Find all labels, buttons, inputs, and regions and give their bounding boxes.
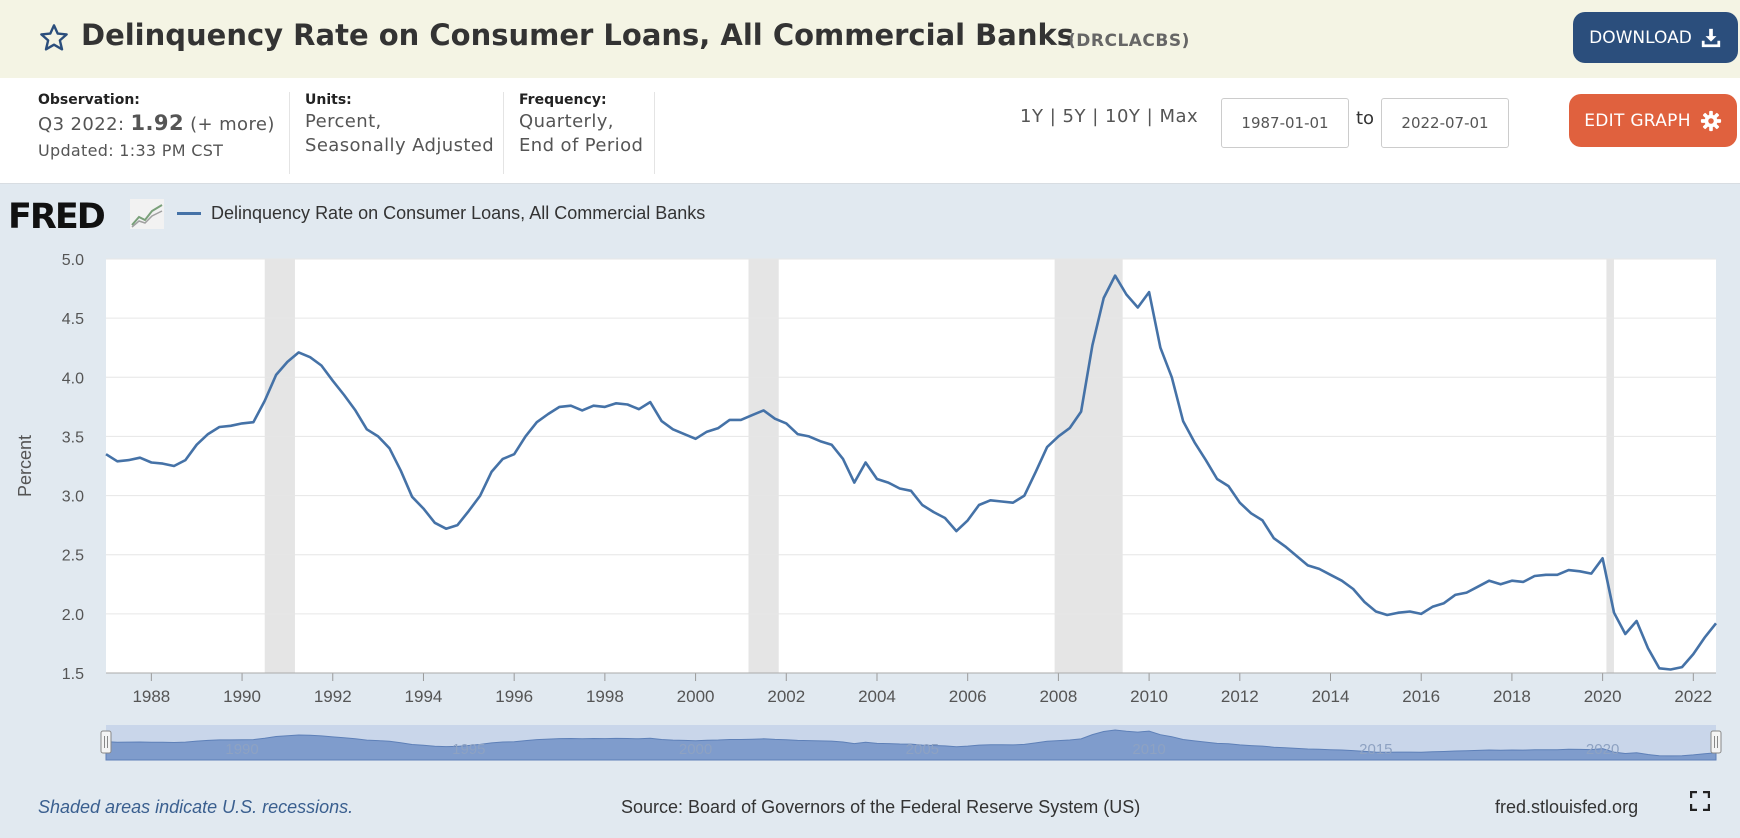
download-button[interactable]: DOWNLOAD [1573,12,1738,63]
navigator-right-handle[interactable] [1710,730,1722,754]
navigator-tick-label: 2010 [1132,741,1165,758]
x-tick-label: 2000 [677,687,715,706]
x-tick-label: 1992 [314,687,352,706]
observation-label: Observation: [38,92,140,108]
info-bar: Observation: Q3 2022: 1.92 (+ more) Upda… [0,78,1740,184]
x-tick-label: 2010 [1130,687,1168,706]
recession-note: Shaded areas indicate U.S. recessions. [38,797,354,817]
series-line[interactable] [105,274,1718,671]
x-tick-label: 2014 [1312,687,1350,706]
x-tick-label: 2020 [1584,687,1622,706]
navigator-tick-label: 2005 [906,741,939,758]
observation-block: Observation: Q3 2022: 1.92 (+ more) Upda… [38,92,275,160]
observation-value: 1.92 [130,111,184,135]
range-link-1y[interactable]: 1Y [1020,106,1044,127]
x-tick-label: 1998 [586,687,624,706]
observation-more-link[interactable]: (+ more) [190,114,275,135]
x-tick-label: 2004 [858,687,896,706]
fullscreen-icon[interactable] [1690,791,1710,811]
download-label: DOWNLOAD [1589,27,1692,48]
x-tick-label: 1988 [132,687,170,706]
navigator-tick-label: 1990 [225,741,258,758]
fred-chart-logo-icon [130,199,164,229]
start-date-input[interactable]: 1987-01-01 [1221,98,1349,148]
y-tick-label: 4.0 [62,370,84,387]
download-icon [1701,28,1720,47]
range-separator: | [1049,106,1057,127]
y-tick-label: 2.0 [62,607,84,624]
recession-shade [264,259,295,673]
y-tick-label: 4.5 [62,311,84,328]
to-label: to [1356,108,1375,129]
y-tick-label: 3.0 [62,489,84,506]
range-link-max[interactable]: Max [1159,106,1199,127]
fred-logo[interactable]: FRED [8,197,106,237]
star-icon[interactable] [38,22,70,54]
range-links: 1Y | 5Y | 10Y | Max [1020,106,1198,127]
x-tick-label: 2002 [767,687,805,706]
range-link-10y[interactable]: 10Y [1105,106,1141,127]
y-axis-label: Percent [15,435,35,497]
navigator-tick-label: 2020 [1586,741,1619,758]
edit-graph-button[interactable]: EDIT GRAPH [1569,94,1737,147]
divider [503,92,504,174]
recession-shade [1054,259,1123,673]
observation-period: Q3 2022: [38,114,125,135]
legend-swatch [177,212,201,215]
observation-line: Q3 2022: 1.92 (+ more) [38,111,275,135]
frequency-label: Frequency: [519,92,607,108]
page-header: Delinquency Rate on Consumer Loans, All … [0,0,1740,78]
x-tick-label: 2006 [949,687,987,706]
navigator-tick-label: 2000 [679,741,712,758]
navigator-series-area [105,729,1717,761]
navigator-tick-label: 1995 [452,741,485,758]
series-id: (DRCLACBS) [1068,31,1190,51]
y-tick-label: 2.5 [62,548,84,565]
frequency-block: Frequency: Quarterly, End of Period [519,92,643,156]
chart-legend: Delinquency Rate on Consumer Loans, All … [177,203,705,224]
recession-shade [1606,259,1614,673]
x-tick-label: 2016 [1402,687,1440,706]
units-line2: Seasonally Adjusted [305,135,495,156]
frequency-line2: End of Period [519,135,644,156]
x-tick-label: 2008 [1039,687,1077,706]
x-tick-label: 1994 [405,687,443,706]
plot-background [106,259,1716,673]
navigator-tick-label: 2015 [1359,741,1392,758]
navigator-left-handle[interactable] [100,730,112,754]
recession-shade [748,259,779,673]
source-note: Source: Board of Governors of the Federa… [621,797,1141,817]
x-tick-label: 1990 [223,687,261,706]
y-tick-label: 1.5 [62,666,84,683]
x-tick-label: 2018 [1493,687,1531,706]
updated-time: Updated: 1:33 PM CST [38,141,224,160]
divider [289,92,290,174]
end-date-input[interactable]: 2022-07-01 [1381,98,1509,148]
x-tick-label: 2022 [1674,687,1712,706]
chart-area: FRED Delinquency Rate on Consumer Loans,… [0,185,1740,838]
x-tick-label: 1996 [495,687,533,706]
frequency-line1: Quarterly, [519,111,614,132]
range-link-5y[interactable]: 5Y [1062,106,1086,127]
divider [654,92,655,174]
y-tick-label: 3.5 [62,429,84,446]
units-line1: Percent, [305,111,382,132]
edit-graph-label: EDIT GRAPH [1584,110,1691,131]
y-tick-label: 5.0 [62,252,84,269]
range-separator: | [1146,106,1154,127]
units-label: Units: [305,92,352,108]
gear-icon [1700,110,1721,131]
units-block: Units: Percent, Seasonally Adjusted [305,92,494,156]
legend-label: Delinquency Rate on Consumer Loans, All … [211,203,706,223]
page-title: Delinquency Rate on Consumer Loans, All … [81,18,1075,52]
range-separator: | [1092,106,1099,127]
fred-url-link[interactable]: fred.stlouisfed.org [1495,797,1639,817]
x-tick-label: 2012 [1221,687,1259,706]
